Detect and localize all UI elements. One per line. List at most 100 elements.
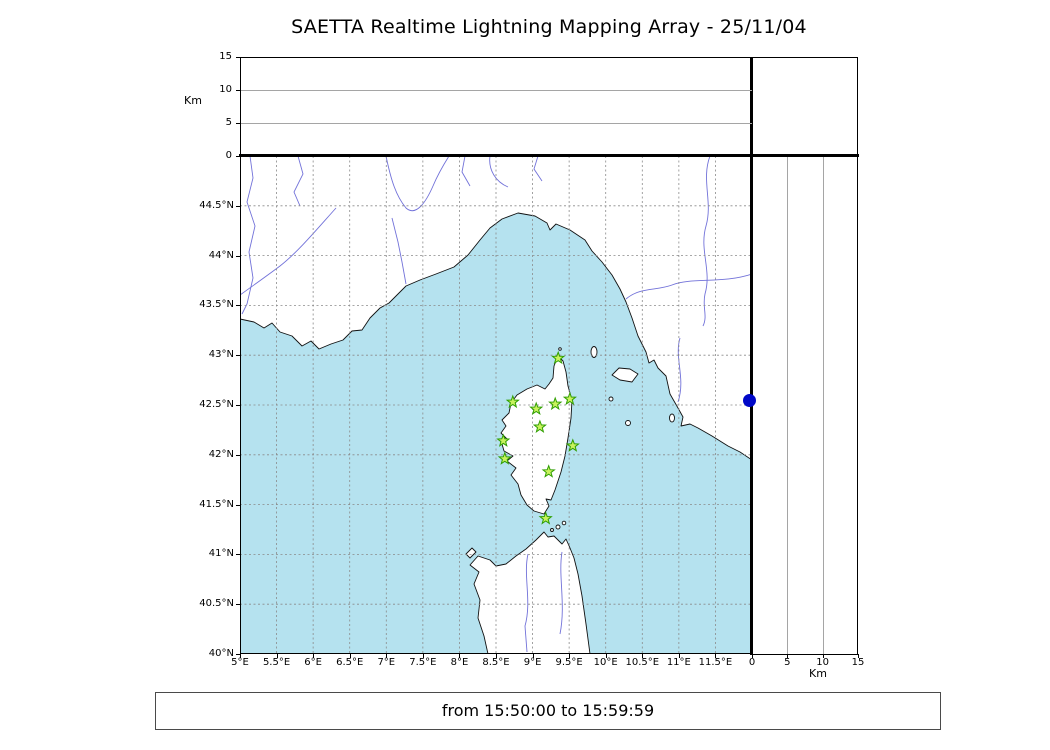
lat-tick-label: 40°N — [208, 648, 234, 659]
lon-tick-label: 8°E — [450, 657, 469, 668]
map-gridlines — [240, 156, 752, 654]
lightning-source-dot — [742, 393, 756, 407]
lon-tick-label: 11.5°E — [698, 657, 733, 668]
lon-tick-label: 6°E — [304, 657, 322, 668]
station-star — [497, 451, 512, 465]
lon-tick-mark — [350, 654, 351, 658]
river — [385, 156, 450, 212]
river — [489, 156, 509, 188]
altitude-km-tick-mark — [752, 654, 753, 658]
station-star — [541, 464, 556, 478]
lon-tick-mark — [386, 654, 387, 658]
altitude-grid-line — [241, 90, 752, 91]
right-panel-grid-line — [823, 157, 824, 654]
montecristo-island — [625, 420, 631, 426]
river — [533, 156, 543, 182]
lon-tick-mark — [715, 654, 716, 658]
altitude-km-tick-label: 15 — [851, 657, 865, 668]
river — [702, 156, 711, 327]
station-star — [565, 438, 580, 452]
altitude-axis-label-bottom: Km — [809, 667, 827, 680]
pianosa-island — [608, 396, 614, 402]
maddalena-island — [555, 524, 561, 530]
river — [241, 156, 256, 315]
alt-tick-label: 10 — [219, 84, 232, 95]
lat-tick-mark — [236, 355, 240, 356]
lon-tick-label: 10.5°E — [625, 657, 660, 668]
lon-tick-label: 5°E — [231, 657, 249, 668]
lat-tick-label: 43°N — [208, 349, 234, 361]
station-star — [532, 419, 547, 433]
river — [391, 217, 407, 285]
lat-tick-label: 43.5°N — [199, 299, 234, 311]
lon-tick-mark — [533, 654, 534, 658]
lat-tick-label: 42.5°N — [199, 399, 234, 410]
maddalena-island — [561, 520, 567, 526]
lon-tick-label: 7°E — [377, 657, 396, 668]
time-window-box: from 15:50:00 to 15:59:59 — [155, 692, 941, 730]
lon-tick-mark — [496, 654, 497, 658]
lat-tick-mark — [236, 206, 240, 207]
lon-tick-label: 6.5°E — [336, 657, 364, 668]
thick-vertical-separator — [750, 57, 753, 655]
lat-tick-mark — [236, 256, 240, 257]
altitude-km-tick-mark — [858, 654, 859, 658]
alt-tick-mark — [236, 90, 240, 91]
page-title: SAETTA Realtime Lightning Mapping Array … — [291, 16, 807, 38]
corsica-coastline — [500, 355, 573, 515]
alt-tick-mark — [236, 156, 240, 157]
lon-tick-mark — [423, 654, 424, 658]
altitude-km-tick-label: 5 — [784, 657, 791, 668]
alt-tick-mark — [236, 57, 240, 58]
lon-tick-label: 11°E — [666, 657, 691, 668]
lat-tick-mark — [236, 554, 240, 555]
lat-tick-label: 40.5°N — [199, 598, 234, 610]
altitude-km-tick-label: 0 — [748, 657, 756, 668]
lon-tick-label: 7.5°E — [409, 657, 437, 668]
lon-tick-mark — [240, 654, 241, 658]
station-star — [548, 396, 563, 411]
lon-tick-mark — [642, 654, 643, 658]
lon-tick-mark — [277, 654, 278, 658]
station-star — [551, 350, 566, 365]
lat-tick-mark — [236, 654, 240, 655]
lat-tick-mark — [236, 305, 240, 306]
station-star — [505, 394, 520, 409]
lat-tick-label: 42°N — [208, 448, 234, 460]
river — [524, 553, 529, 653]
alt-tick-label: 5 — [225, 117, 232, 128]
giglio-island — [669, 413, 675, 423]
lon-tick-label: 9°E — [523, 657, 542, 668]
station-star — [496, 433, 511, 447]
lat-tick-label: 41.5°N — [199, 498, 234, 510]
lon-tick-mark — [679, 654, 680, 658]
lon-tick-mark — [459, 654, 460, 658]
alt-tick-label: 15 — [219, 51, 232, 62]
river — [559, 551, 563, 635]
river — [240, 207, 337, 296]
lat-tick-mark — [236, 505, 240, 506]
alt-tick-mark — [236, 123, 240, 124]
altitude-longitude-panel — [240, 57, 753, 157]
river — [461, 156, 471, 187]
station-star — [529, 401, 544, 415]
map-panel — [240, 156, 752, 654]
lon-tick-mark — [569, 654, 570, 658]
river — [677, 337, 682, 403]
time-window-text: from 15:50:00 to 15:59:59 — [441, 701, 655, 720]
lon-tick-mark — [606, 654, 607, 658]
giraglia-island — [558, 347, 562, 351]
right-panel-grid-line — [787, 157, 788, 654]
lon-tick-label: 10°E — [593, 657, 618, 668]
altitude-km-tick-label: 10 — [816, 657, 830, 668]
lat-tick-mark — [236, 455, 240, 456]
alt-tick-label: 0 — [225, 150, 232, 161]
altitude-latitude-panel — [752, 156, 858, 655]
sardinia-coastline — [469, 531, 591, 654]
lon-tick-label: 8.5°E — [482, 657, 510, 668]
elba-island — [611, 367, 639, 383]
altitude-grid-line — [241, 123, 752, 124]
river — [625, 273, 752, 300]
thick-horizontal-separator — [239, 154, 859, 157]
